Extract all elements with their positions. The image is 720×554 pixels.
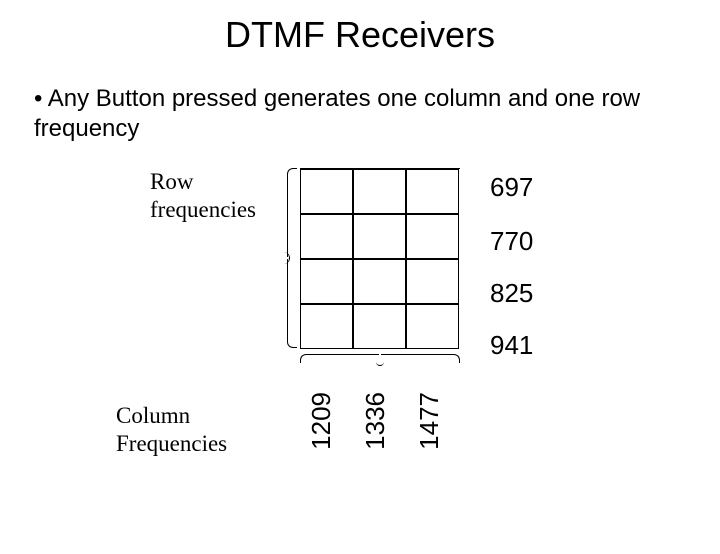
grid-cell: [300, 259, 353, 304]
row-frequency-value: 770: [490, 226, 533, 257]
grid-cell: [353, 304, 406, 349]
grid-cell: [406, 259, 459, 304]
grid-cell: [406, 304, 459, 349]
row-frequency-value: 825: [490, 278, 533, 309]
col-brace: [300, 354, 460, 366]
keypad-grid: [300, 168, 460, 348]
column-frequencies-label: Column Frequencies: [116, 402, 227, 457]
col-label-line1: Column: [116, 403, 190, 428]
grid-cell: [353, 169, 406, 214]
grid-cell: [300, 304, 353, 349]
column-frequency-value: 1209: [306, 392, 337, 450]
column-frequency-value: 1477: [414, 392, 445, 450]
row-brace: [283, 168, 297, 348]
grid-cell: [353, 259, 406, 304]
bullet-text: • Any Button pressed generates one colum…: [34, 84, 686, 144]
grid-cell: [300, 214, 353, 259]
grid-cell: [300, 169, 353, 214]
row-label-line2: frequencies: [150, 197, 256, 222]
grid-cell: [353, 214, 406, 259]
bullet-content: Any Button pressed generates one column …: [34, 85, 640, 142]
row-frequency-value: 697: [490, 172, 533, 203]
grid-cell: [406, 169, 459, 214]
row-frequencies-label: Row frequencies: [150, 168, 256, 223]
page-title: DTMF Receivers: [0, 14, 720, 56]
diagram-area: Row frequencies Column Frequencies 697 77…: [0, 144, 720, 524]
col-label-line2: Frequencies: [116, 431, 227, 456]
grid-cell: [406, 214, 459, 259]
row-label-line1: Row: [150, 169, 193, 194]
column-frequency-value: 1336: [360, 392, 391, 450]
row-frequency-value: 941: [490, 330, 533, 361]
